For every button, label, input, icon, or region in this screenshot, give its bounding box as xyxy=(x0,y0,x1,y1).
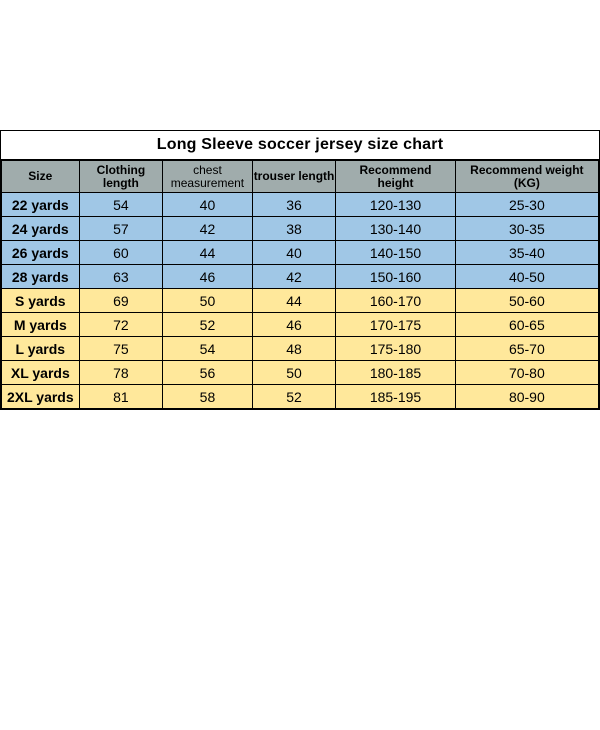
table-row: 28 yards634642150-16040-50 xyxy=(2,265,599,289)
value-cell: 40 xyxy=(252,241,336,265)
table-row: 22 yards544036120-13025-30 xyxy=(2,193,599,217)
value-cell: 46 xyxy=(252,313,336,337)
value-cell: 36 xyxy=(252,193,336,217)
value-cell: 140-150 xyxy=(336,241,455,265)
header-row: SizeClothinglengthchest measurementtrous… xyxy=(2,161,599,193)
value-cell: 60-65 xyxy=(455,313,598,337)
chart-title: Long Sleeve soccer jersey size chart xyxy=(1,131,599,160)
value-cell: 180-185 xyxy=(336,361,455,385)
table-row: 2XL yards815852185-19580-90 xyxy=(2,385,599,409)
value-cell: 30-35 xyxy=(455,217,598,241)
size-cell: S yards xyxy=(2,289,80,313)
value-cell: 50-60 xyxy=(455,289,598,313)
value-cell: 78 xyxy=(79,361,163,385)
size-cell: L yards xyxy=(2,337,80,361)
value-cell: 58 xyxy=(163,385,253,409)
value-cell: 170-175 xyxy=(336,313,455,337)
value-cell: 42 xyxy=(252,265,336,289)
table-row: L yards755448175-18065-70 xyxy=(2,337,599,361)
table-row: S yards695044160-17050-60 xyxy=(2,289,599,313)
value-cell: 150-160 xyxy=(336,265,455,289)
col-header: Clothinglength xyxy=(79,161,163,193)
value-cell: 46 xyxy=(163,265,253,289)
value-cell: 44 xyxy=(163,241,253,265)
value-cell: 25-30 xyxy=(455,193,598,217)
table-row: M yards725246170-17560-65 xyxy=(2,313,599,337)
value-cell: 57 xyxy=(79,217,163,241)
size-cell: 28 yards xyxy=(2,265,80,289)
value-cell: 175-180 xyxy=(336,337,455,361)
value-cell: 75 xyxy=(79,337,163,361)
value-cell: 69 xyxy=(79,289,163,313)
value-cell: 54 xyxy=(163,337,253,361)
value-cell: 52 xyxy=(252,385,336,409)
value-cell: 54 xyxy=(79,193,163,217)
value-cell: 42 xyxy=(163,217,253,241)
size-cell: 24 yards xyxy=(2,217,80,241)
value-cell: 44 xyxy=(252,289,336,313)
size-chart: Long Sleeve soccer jersey size chart Siz… xyxy=(0,130,600,410)
col-header: Size xyxy=(2,161,80,193)
value-cell: 70-80 xyxy=(455,361,598,385)
size-table: SizeClothinglengthchest measurementtrous… xyxy=(1,160,599,409)
value-cell: 63 xyxy=(79,265,163,289)
value-cell: 160-170 xyxy=(336,289,455,313)
value-cell: 65-70 xyxy=(455,337,598,361)
size-cell: 2XL yards xyxy=(2,385,80,409)
value-cell: 81 xyxy=(79,385,163,409)
value-cell: 38 xyxy=(252,217,336,241)
value-cell: 50 xyxy=(163,289,253,313)
size-cell: M yards xyxy=(2,313,80,337)
value-cell: 40 xyxy=(163,193,253,217)
value-cell: 56 xyxy=(163,361,253,385)
size-cell: XL yards xyxy=(2,361,80,385)
value-cell: 60 xyxy=(79,241,163,265)
size-cell: 26 yards xyxy=(2,241,80,265)
col-header: Recommend weight (KG) xyxy=(455,161,598,193)
value-cell: 80-90 xyxy=(455,385,598,409)
col-header: trouser length xyxy=(252,161,336,193)
size-cell: 22 yards xyxy=(2,193,80,217)
value-cell: 130-140 xyxy=(336,217,455,241)
value-cell: 48 xyxy=(252,337,336,361)
table-row: 26 yards604440140-15035-40 xyxy=(2,241,599,265)
value-cell: 50 xyxy=(252,361,336,385)
col-header: chest measurement xyxy=(163,161,253,193)
value-cell: 52 xyxy=(163,313,253,337)
value-cell: 120-130 xyxy=(336,193,455,217)
value-cell: 40-50 xyxy=(455,265,598,289)
col-header: Recommendheight xyxy=(336,161,455,193)
value-cell: 72 xyxy=(79,313,163,337)
value-cell: 185-195 xyxy=(336,385,455,409)
value-cell: 35-40 xyxy=(455,241,598,265)
table-row: XL yards785650180-18570-80 xyxy=(2,361,599,385)
table-row: 24 yards574238130-14030-35 xyxy=(2,217,599,241)
